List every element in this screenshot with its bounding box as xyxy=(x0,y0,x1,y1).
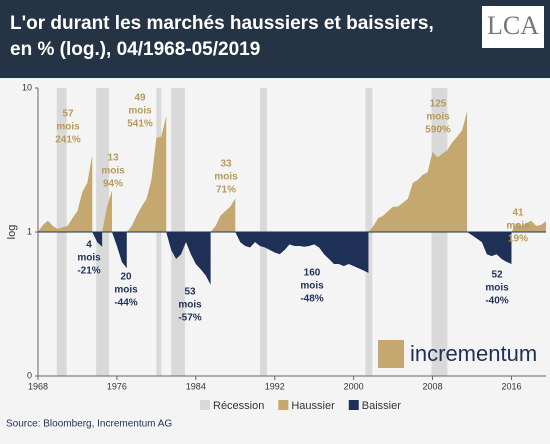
chart-title: L'or durant les marchés haussiers et bai… xyxy=(10,13,434,34)
area xyxy=(368,111,468,232)
legend-swatch xyxy=(348,400,359,410)
legend-swatch xyxy=(200,400,210,410)
annotation: 57 xyxy=(62,109,74,120)
annotation: 541% xyxy=(127,119,153,130)
brand-icon xyxy=(378,340,404,368)
x-tick-label: 1984 xyxy=(186,381,206,391)
annotation: -44% xyxy=(114,298,137,309)
annotation: mois xyxy=(128,106,152,117)
annotation: mois xyxy=(101,166,125,177)
annotation: mois xyxy=(56,122,80,133)
annotation: 41 xyxy=(512,208,524,219)
legend-label: Baissier xyxy=(362,400,401,412)
x-tick-label: 1992 xyxy=(265,381,285,391)
annotation: 4 xyxy=(86,240,92,251)
area xyxy=(467,232,512,264)
area xyxy=(511,220,546,232)
y-axis-label: log xyxy=(6,225,18,240)
annotation: 125 xyxy=(430,99,447,110)
area xyxy=(235,232,369,273)
annotation: 94% xyxy=(103,179,123,190)
annotation: mois xyxy=(426,112,450,123)
legend-label: Récession xyxy=(213,400,264,412)
annotation: 13 xyxy=(107,153,119,164)
y-tick-label: 1 xyxy=(27,226,32,236)
annotation: 19% xyxy=(508,234,528,245)
source: Source: Bloomberg, Incrementum AG xyxy=(6,419,172,430)
area xyxy=(38,155,93,232)
annotation: -57% xyxy=(178,313,201,324)
annotation: 590% xyxy=(425,125,451,136)
annotation: 33 xyxy=(220,159,232,170)
brand-logo: incrementum xyxy=(378,340,537,368)
x-tick-label: 1968 xyxy=(28,381,48,391)
logo-box xyxy=(482,6,544,48)
annotation: mois xyxy=(506,221,530,232)
x-tick-label: 2016 xyxy=(501,381,521,391)
area xyxy=(92,232,103,247)
annotation: 52 xyxy=(491,270,503,281)
x-tick-label: 2000 xyxy=(344,381,364,391)
area xyxy=(126,115,167,232)
annotation: 160 xyxy=(304,268,321,279)
annotation: mois xyxy=(214,172,238,183)
legend-swatch xyxy=(278,400,289,410)
header xyxy=(0,0,550,78)
chart-title: en % (log.), 04/1968-05/2019 xyxy=(10,39,260,60)
area xyxy=(166,232,211,285)
x-tick-label: 2008 xyxy=(423,381,443,391)
area xyxy=(102,190,112,232)
annotation: mois xyxy=(77,253,101,264)
logo: LCA xyxy=(487,11,539,40)
annotation: mois xyxy=(485,283,509,294)
y-tick-label: 10 xyxy=(22,82,32,92)
annotation: 71% xyxy=(216,185,236,196)
y-tick-label: 0 xyxy=(27,370,32,380)
annotation: mois xyxy=(300,281,324,292)
x-tick-label: 1976 xyxy=(107,381,127,391)
annotation: mois xyxy=(114,285,138,296)
annotation: 241% xyxy=(55,135,81,146)
annotation: -40% xyxy=(485,296,508,307)
area xyxy=(210,198,236,232)
annotation: -48% xyxy=(300,294,323,305)
annotation: 53 xyxy=(184,287,196,298)
area xyxy=(111,232,127,269)
annotation: mois xyxy=(178,300,202,311)
annotation: 20 xyxy=(120,272,132,283)
annotation: 49 xyxy=(134,93,146,104)
annotation: -21% xyxy=(77,266,100,277)
legend-label: Haussier xyxy=(291,400,335,412)
brand: incrementum xyxy=(410,341,537,366)
